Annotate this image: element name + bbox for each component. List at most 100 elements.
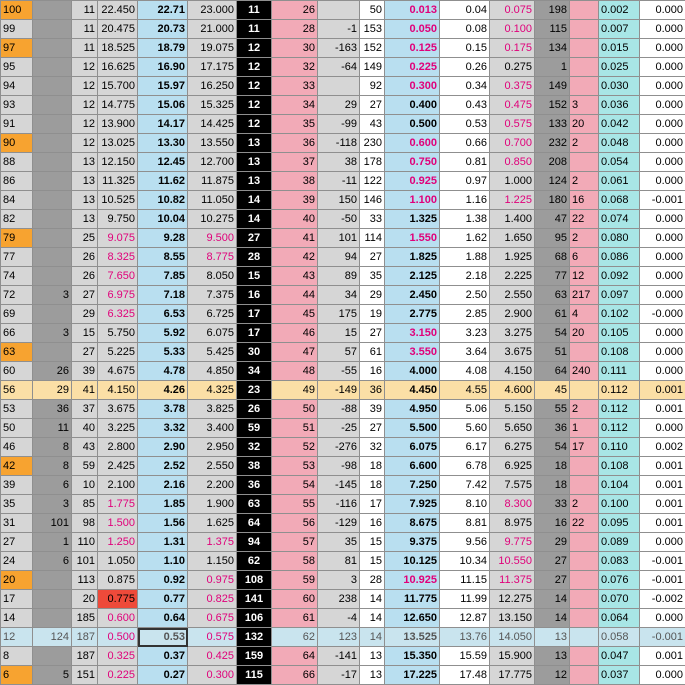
change-cell[interactable]: 238 bbox=[318, 590, 360, 609]
ask-cell[interactable]: 0.425 bbox=[188, 647, 237, 666]
put-ask-cell[interactable]: 0.700 bbox=[490, 134, 535, 153]
ask-cell[interactable]: 13.550 bbox=[188, 134, 237, 153]
open-interest-cell[interactable] bbox=[33, 267, 72, 286]
last-size-cell[interactable]: 59 bbox=[237, 419, 272, 438]
strike-cell[interactable]: 62 bbox=[272, 628, 318, 647]
open-interest-cell[interactable] bbox=[33, 134, 72, 153]
ask-cell[interactable]: 3.825 bbox=[188, 400, 237, 419]
bid-cell[interactable]: 10.525 bbox=[98, 191, 138, 210]
change-cell[interactable]: -25 bbox=[318, 419, 360, 438]
put-bid-cell[interactable]: 15.350 bbox=[385, 647, 440, 666]
volume-cell[interactable]: 15 bbox=[72, 324, 98, 343]
delta-cell[interactable]: 31 bbox=[1, 514, 33, 533]
gamma-cell[interactable]: 0.074 bbox=[599, 210, 640, 229]
put-ask-cell[interactable]: 4.150 bbox=[490, 362, 535, 381]
volume-cell[interactable]: 113 bbox=[72, 571, 98, 590]
iv-volume-cell[interactable]: 33 bbox=[360, 210, 385, 229]
change-cell[interactable]: 38 bbox=[318, 153, 360, 172]
put-volume-cell[interactable]: 27 bbox=[535, 571, 570, 590]
theta-cell[interactable]: -0.001 bbox=[640, 191, 685, 210]
put-mark-cell[interactable]: 1.16 bbox=[440, 191, 490, 210]
gamma-cell[interactable]: 0.112 bbox=[599, 381, 640, 400]
volume-cell[interactable]: 27 bbox=[72, 286, 98, 305]
put-bid-cell[interactable]: 6.600 bbox=[385, 457, 440, 476]
put-ask-cell[interactable]: 8.300 bbox=[490, 495, 535, 514]
volume-cell[interactable]: 40 bbox=[72, 419, 98, 438]
volume-cell[interactable]: 41 bbox=[72, 381, 98, 400]
delta-cell[interactable]: 35 bbox=[1, 495, 33, 514]
put-volume-cell[interactable]: 18 bbox=[535, 476, 570, 495]
open-interest-cell[interactable] bbox=[33, 248, 72, 267]
iv-volume-cell[interactable]: 13 bbox=[360, 666, 385, 685]
change-cell[interactable]: 175 bbox=[318, 305, 360, 324]
put-volume-cell[interactable]: 51 bbox=[535, 343, 570, 362]
gamma-cell[interactable]: 0.112 bbox=[599, 400, 640, 419]
change-cell[interactable]: 123 bbox=[318, 628, 360, 647]
delta-cell[interactable]: 100 bbox=[1, 1, 33, 20]
ask-cell[interactable]: 0.675 bbox=[188, 609, 237, 628]
put-ask-cell[interactable]: 1.650 bbox=[490, 229, 535, 248]
put-volume-cell[interactable]: 13 bbox=[535, 628, 570, 647]
volume-cell[interactable]: 11 bbox=[72, 39, 98, 58]
mark-cell[interactable]: 8.55 bbox=[138, 248, 188, 267]
mark-cell[interactable]: 2.90 bbox=[138, 438, 188, 457]
open-interest-cell[interactable]: 8 bbox=[33, 457, 72, 476]
iv-volume-cell[interactable]: 27 bbox=[360, 324, 385, 343]
ask-cell[interactable]: 2.200 bbox=[188, 476, 237, 495]
mark-cell[interactable]: 3.32 bbox=[138, 419, 188, 438]
ask-cell[interactable]: 21.000 bbox=[188, 20, 237, 39]
theta-cell[interactable]: 0.000 bbox=[640, 343, 685, 362]
change-cell[interactable]: 81 bbox=[318, 552, 360, 571]
iv-volume-cell[interactable]: 39 bbox=[360, 400, 385, 419]
put-bid-cell[interactable]: 4.950 bbox=[385, 400, 440, 419]
put-volume-cell[interactable]: 115 bbox=[535, 20, 570, 39]
delta-cell[interactable]: 99 bbox=[1, 20, 33, 39]
put-volume-cell[interactable]: 63 bbox=[535, 286, 570, 305]
put-oi-cell[interactable]: 2 bbox=[570, 229, 599, 248]
put-bid-cell[interactable]: 17.225 bbox=[385, 666, 440, 685]
last-size-cell[interactable]: 16 bbox=[237, 286, 272, 305]
gamma-cell[interactable]: 0.015 bbox=[599, 39, 640, 58]
bid-cell[interactable]: 0.600 bbox=[98, 609, 138, 628]
delta-cell[interactable]: 17 bbox=[1, 590, 33, 609]
gamma-cell[interactable]: 0.102 bbox=[599, 305, 640, 324]
put-ask-cell[interactable]: 5.150 bbox=[490, 400, 535, 419]
gamma-cell[interactable]: 0.105 bbox=[599, 324, 640, 343]
theta-cell[interactable]: 0.000 bbox=[640, 172, 685, 191]
gamma-cell[interactable]: 0.097 bbox=[599, 286, 640, 305]
last-size-cell[interactable]: 141 bbox=[237, 590, 272, 609]
delta-cell[interactable]: 14 bbox=[1, 609, 33, 628]
gamma-cell[interactable]: 0.058 bbox=[599, 628, 640, 647]
open-interest-cell[interactable]: 6 bbox=[33, 476, 72, 495]
delta-cell[interactable]: 50 bbox=[1, 419, 33, 438]
volume-cell[interactable]: 187 bbox=[72, 628, 98, 647]
bid-cell[interactable]: 0.500 bbox=[98, 628, 138, 647]
iv-volume-cell[interactable]: 35 bbox=[360, 267, 385, 286]
put-oi-cell[interactable] bbox=[570, 343, 599, 362]
put-mark-cell[interactable]: 15.59 bbox=[440, 647, 490, 666]
put-mark-cell[interactable]: 1.62 bbox=[440, 229, 490, 248]
strike-cell[interactable]: 53 bbox=[272, 457, 318, 476]
put-oi-cell[interactable]: 12 bbox=[570, 267, 599, 286]
gamma-cell[interactable]: 0.095 bbox=[599, 514, 640, 533]
delta-cell[interactable]: 72 bbox=[1, 286, 33, 305]
put-mark-cell[interactable]: 4.08 bbox=[440, 362, 490, 381]
change-cell[interactable]: -1 bbox=[318, 20, 360, 39]
theta-cell[interactable]: 0.000 bbox=[640, 134, 685, 153]
theta-cell[interactable]: -0.002 bbox=[640, 590, 685, 609]
ask-cell[interactable]: 0.825 bbox=[188, 590, 237, 609]
put-bid-cell[interactable]: 0.400 bbox=[385, 96, 440, 115]
bid-cell[interactable]: 1.050 bbox=[98, 552, 138, 571]
open-interest-cell[interactable] bbox=[33, 20, 72, 39]
gamma-cell[interactable]: 0.036 bbox=[599, 96, 640, 115]
strike-cell[interactable]: 51 bbox=[272, 419, 318, 438]
volume-cell[interactable]: 101 bbox=[72, 552, 98, 571]
put-oi-cell[interactable]: 3 bbox=[570, 96, 599, 115]
put-mark-cell[interactable]: 3.23 bbox=[440, 324, 490, 343]
